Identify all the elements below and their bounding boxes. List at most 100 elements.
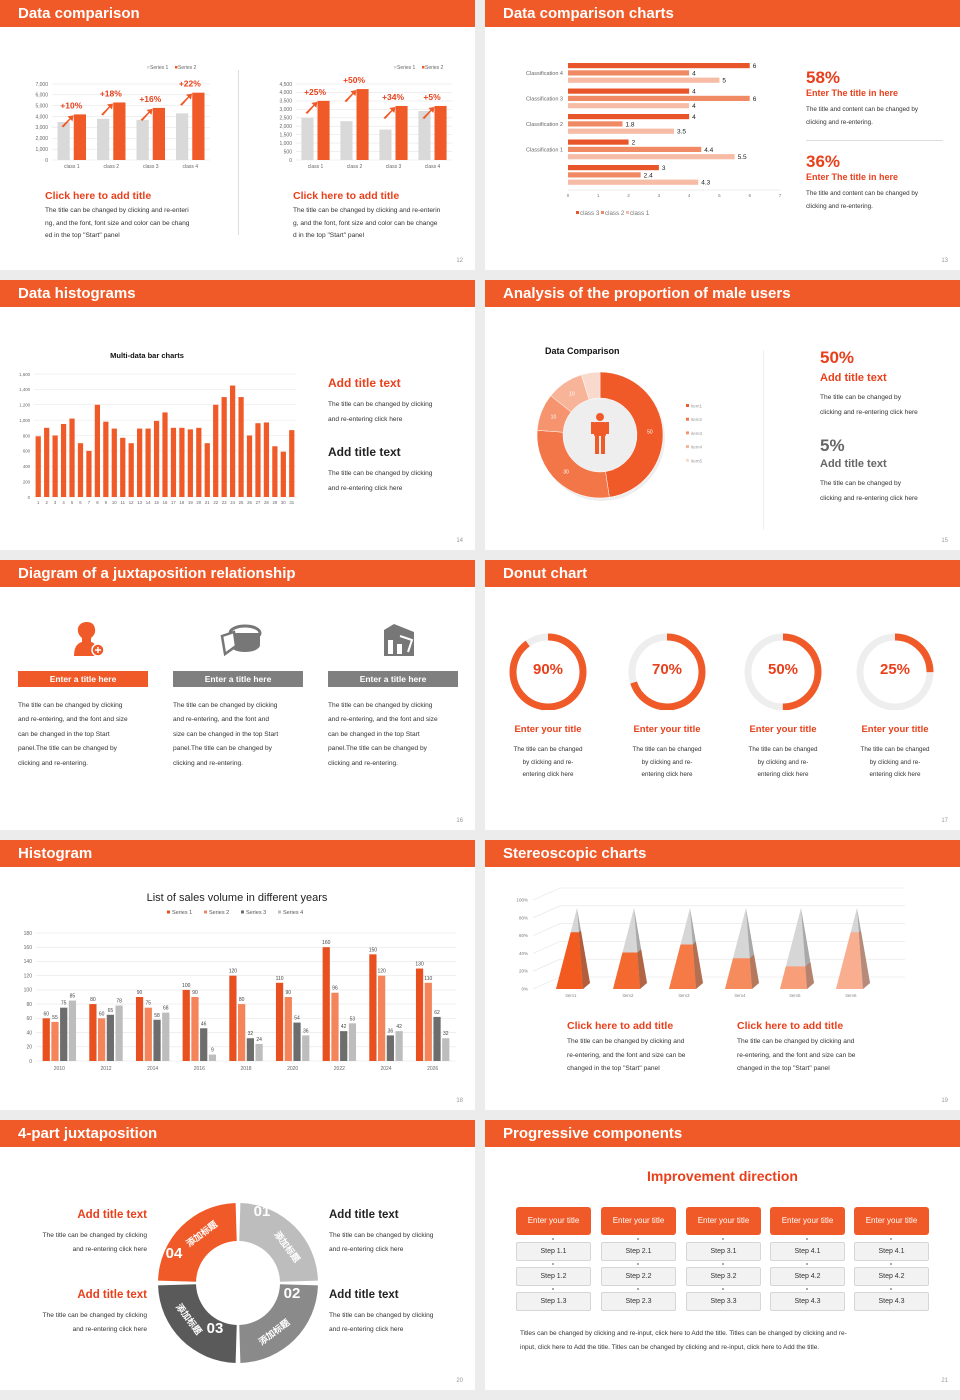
stat-body: The title can be changed by clicking and … bbox=[820, 477, 918, 506]
bar bbox=[153, 420, 160, 497]
bar bbox=[113, 102, 126, 160]
y-tick-label: 0 bbox=[45, 158, 48, 164]
male-person-icon bbox=[591, 413, 609, 454]
bar bbox=[568, 88, 690, 94]
step-column-header[interactable]: Enter your title bbox=[686, 1207, 761, 1235]
step-box[interactable]: Step 4.3 bbox=[770, 1292, 845, 1311]
item-title-bar[interactable]: Enter a title here bbox=[328, 671, 458, 687]
y-tick-label: 7,000 bbox=[35, 82, 48, 88]
x-tick-label: 18 bbox=[180, 500, 185, 505]
block-title[interactable]: Click here to add title bbox=[737, 1020, 844, 1032]
slide-16[interactable]: Diagram of a juxtaposition relationship … bbox=[0, 560, 475, 830]
slide-20[interactable]: 4-part juxtaposition 01 添加标题 02 添加标题 03 添加标题 0… bbox=[0, 1120, 475, 1390]
slide-14[interactable]: Data histograms Multi-data bar charts 0 20… bbox=[0, 280, 475, 550]
stat-title[interactable]: Enter The title in here bbox=[806, 172, 899, 182]
step-box[interactable]: Step 1.2 bbox=[516, 1267, 591, 1286]
item-title-bar[interactable]: Enter a title here bbox=[173, 671, 303, 687]
pyramid-side-fill bbox=[749, 954, 759, 989]
stat-title[interactable]: Enter The title in here bbox=[806, 88, 899, 98]
x-tick-label: 15 bbox=[154, 500, 159, 505]
ring-title[interactable]: Enter your title bbox=[861, 724, 929, 735]
step-box[interactable]: Step 1.1 bbox=[516, 1242, 591, 1261]
step-box[interactable]: Step 3.1 bbox=[686, 1242, 761, 1261]
x-tick-label: 26 bbox=[247, 500, 252, 505]
bar bbox=[229, 385, 236, 497]
x-tick-label: 31 bbox=[289, 500, 294, 505]
step-box[interactable]: Step 2.2 bbox=[601, 1267, 676, 1286]
connector-dot bbox=[806, 1288, 808, 1290]
bar bbox=[144, 1007, 152, 1061]
body-line: and re-entering click here bbox=[72, 1246, 147, 1253]
data-label: 75 bbox=[61, 1001, 67, 1007]
body-line: The title can be changed by clicking bbox=[42, 1312, 147, 1319]
legend-swatch bbox=[204, 910, 207, 914]
slide-17[interactable]: Donut chart 90% Enter your title The tit… bbox=[485, 560, 960, 830]
connector-dot bbox=[890, 1238, 892, 1240]
slide-12[interactable]: Data comparison 0 1,000 2,000 3,000 4,000 5,0… bbox=[0, 0, 475, 270]
x-tick-label: 30 bbox=[281, 500, 286, 505]
pie-chart-3d-icon bbox=[220, 624, 262, 657]
ring-title[interactable]: Enter your title bbox=[633, 724, 701, 735]
slide-15[interactable]: Analysis of the proportion of male users… bbox=[485, 280, 960, 550]
data-label: 6 bbox=[753, 96, 757, 103]
stat-title[interactable]: Add title text bbox=[820, 458, 887, 470]
x-tick-label: 12 bbox=[129, 500, 134, 505]
step-box[interactable]: Step 3.3 bbox=[686, 1292, 761, 1311]
bar bbox=[69, 418, 75, 497]
data-label: 4 bbox=[692, 114, 696, 121]
data-label: 4 bbox=[692, 89, 696, 96]
pyramid-front-fill bbox=[556, 932, 583, 989]
slide-19[interactable]: Stereoscopic charts 0% 20% 40% 60% 80% 100% it… bbox=[485, 840, 960, 1110]
arrow-icon bbox=[140, 108, 153, 121]
block-title[interactable]: Add title text bbox=[77, 1209, 147, 1221]
data-label: 5 bbox=[722, 78, 726, 85]
divider bbox=[238, 70, 239, 235]
block-title[interactable]: Add title text bbox=[329, 1209, 399, 1221]
page-number: 15 bbox=[941, 538, 948, 544]
block-title[interactable]: Add title text bbox=[328, 376, 401, 390]
ring-percent: 25% bbox=[879, 661, 911, 678]
body-line: clicking and re-entering. bbox=[18, 759, 89, 767]
slide-21[interactable]: Progressive components Improvement direc… bbox=[485, 1120, 960, 1390]
step-column-header[interactable]: Enter your title bbox=[770, 1207, 845, 1235]
stat-title[interactable]: Add title text bbox=[820, 372, 887, 384]
x-tick-label: 6 bbox=[748, 193, 751, 198]
step-box[interactable]: Step 4.3 bbox=[854, 1292, 929, 1311]
step-box[interactable]: Step 2.1 bbox=[601, 1242, 676, 1261]
ring-title[interactable]: Enter your title bbox=[749, 724, 817, 735]
x-tick-label: 2020 bbox=[287, 1066, 298, 1072]
body-line: The title can be changed by clicking bbox=[328, 470, 433, 477]
step-column-header[interactable]: Enter your title bbox=[601, 1207, 676, 1235]
step-box[interactable]: Step 4.2 bbox=[854, 1267, 929, 1286]
step-box[interactable]: Step 2.3 bbox=[601, 1292, 676, 1311]
step-box[interactable]: Step 4.1 bbox=[770, 1242, 845, 1261]
data-label: 3 bbox=[662, 165, 666, 172]
block-title[interactable]: Add title text bbox=[328, 445, 401, 459]
right-title[interactable]: Click here to add title bbox=[293, 190, 400, 202]
step-box[interactable]: Step 4.2 bbox=[770, 1267, 845, 1286]
step-column-header[interactable]: Enter your title bbox=[854, 1207, 929, 1235]
bar bbox=[369, 954, 377, 1061]
ring-title[interactable]: Enter your title bbox=[514, 724, 582, 735]
bar bbox=[191, 997, 199, 1061]
block-title[interactable]: Click here to add title bbox=[567, 1020, 674, 1032]
body-line: The title and content can be changed by bbox=[806, 190, 919, 197]
step-box[interactable]: Step 3.2 bbox=[686, 1267, 761, 1286]
left-title[interactable]: Click here to add title bbox=[45, 190, 152, 202]
arrow-icon bbox=[180, 93, 193, 106]
bar bbox=[213, 404, 219, 497]
chart-title: Data Comparison bbox=[545, 346, 620, 356]
item-title-bar[interactable]: Enter a title here bbox=[18, 671, 148, 687]
slide-18[interactable]: Histogram List of sales volume in differ… bbox=[0, 840, 475, 1110]
slide-13[interactable]: Data comparison charts 0 1 2 3 4 5 6 7 Classific… bbox=[485, 0, 960, 270]
y-tick-label: 120 bbox=[24, 973, 33, 979]
block-title[interactable]: Add title text bbox=[77, 1289, 147, 1301]
block-title[interactable]: Add title text bbox=[329, 1289, 399, 1301]
growth-annotation: +18% bbox=[100, 88, 122, 98]
bar bbox=[424, 982, 432, 1061]
pyramid-front-fill bbox=[836, 932, 863, 989]
step-box[interactable]: Step 1.3 bbox=[516, 1292, 591, 1311]
step-box[interactable]: Step 4.1 bbox=[854, 1242, 929, 1261]
x-tick-label: 9 bbox=[105, 500, 108, 505]
step-column-header[interactable]: Enter your title bbox=[516, 1207, 591, 1235]
